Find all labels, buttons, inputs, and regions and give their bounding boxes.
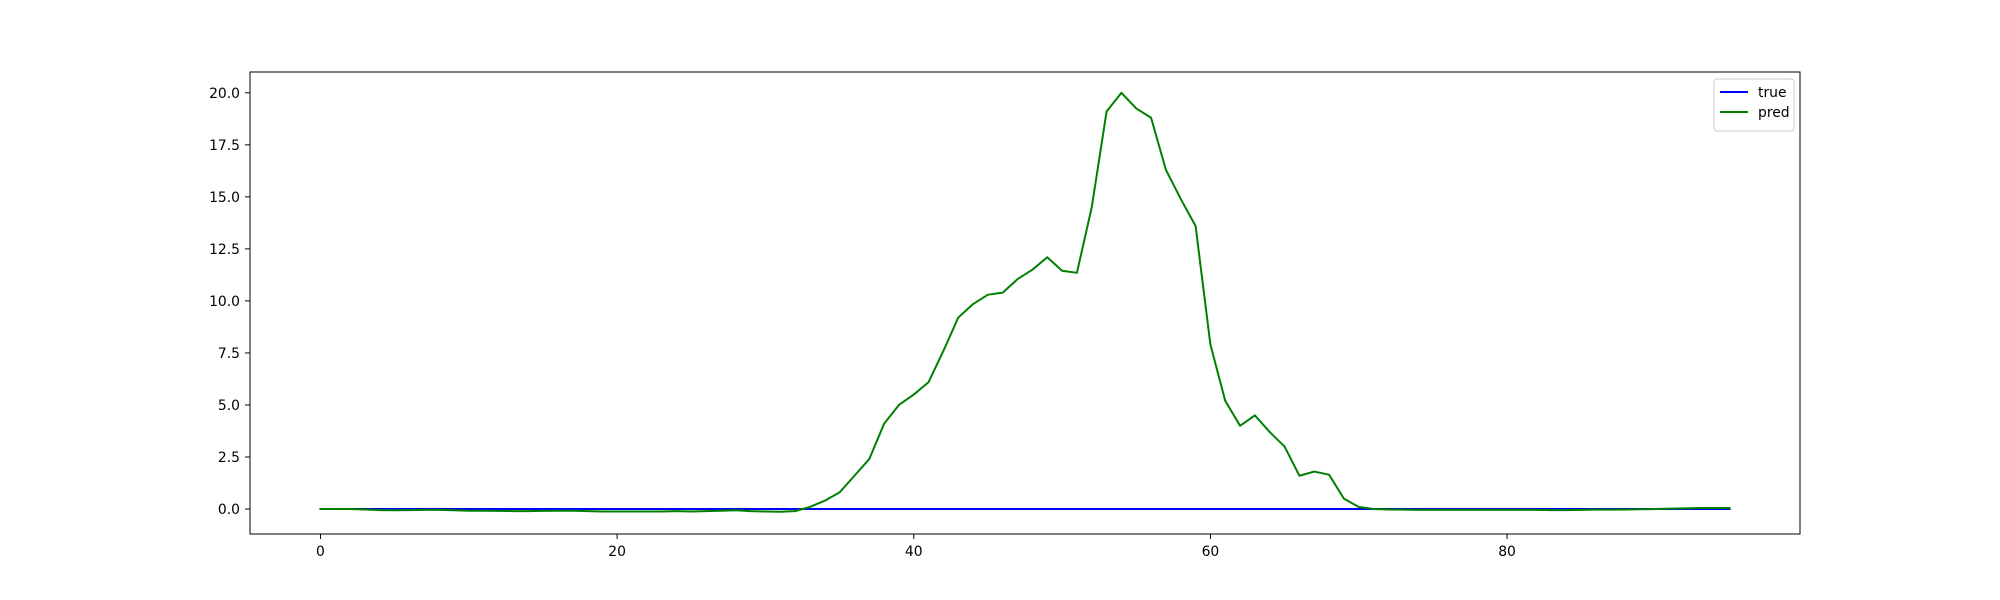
y-tick-label: 15.0 [209, 190, 240, 206]
y-tick-label: 10.0 [209, 294, 240, 310]
y-tick-label: 2.5 [218, 450, 240, 466]
y-tick-label: 17.5 [209, 138, 240, 154]
legend-label-pred: pred [1758, 105, 1790, 121]
plot-frame [249, 71, 1801, 535]
y-axis: 0.0 2.5 5.0 7.5 10.0 12.5 15.0 17.5 20.0 [209, 86, 250, 518]
y-tick-label: 12.5 [209, 242, 240, 258]
y-tick-label: 20.0 [209, 86, 240, 102]
plot-area [250, 72, 1800, 534]
legend: true pred [1713, 78, 1795, 132]
y-tick-label: 5.0 [218, 398, 240, 414]
series-layer [319, 91, 1731, 513]
y-tick-label: 7.5 [218, 346, 240, 362]
legend-label-true: true [1758, 85, 1787, 101]
x-axis: 0 20 40 60 80 [316, 534, 1516, 560]
series-line-pred [319, 91, 1731, 513]
x-tick-label: 0 [316, 544, 325, 560]
x-tick-label: 80 [1498, 544, 1516, 560]
x-tick-label: 20 [608, 544, 626, 560]
y-tick-label: 0.0 [218, 502, 240, 518]
x-tick-label: 40 [905, 544, 923, 560]
x-tick-label: 60 [1202, 544, 1220, 560]
